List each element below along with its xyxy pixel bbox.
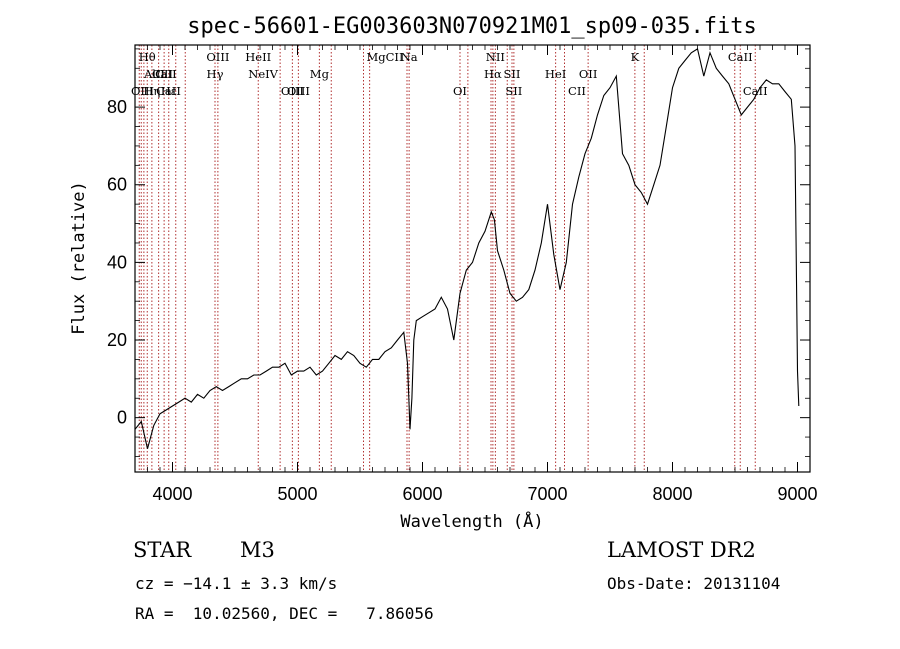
- line-label: Hη: [143, 84, 160, 98]
- x-tick-label: 8000: [652, 484, 692, 504]
- line-label-group: HθAlIIOIIIHηCaIIHεCaIICIIOIIIHγHeIINeIVO…: [131, 50, 768, 98]
- line-label: NeIV: [248, 67, 278, 81]
- x-tick-label: 5000: [277, 484, 317, 504]
- coordinates: RA = 10.02560, DEC = 7.86056: [135, 604, 434, 623]
- x-tick-label: 4000: [152, 484, 192, 504]
- survey-label: LAMOST DR2: [607, 538, 756, 562]
- line-label: Na: [401, 50, 418, 64]
- chart-title: spec-56601-EG003603N070921M01_sp09-035.f…: [187, 14, 757, 39]
- observation-date: Obs-Date: 20131104: [607, 574, 781, 593]
- line-label: OIII: [281, 84, 304, 98]
- line-label: HeI: [545, 67, 566, 81]
- plot-frame: [134, 44, 811, 473]
- line-label: CII: [155, 67, 173, 81]
- x-tick-label: 6000: [402, 484, 442, 504]
- y-tick-label: 0: [117, 408, 127, 428]
- y-tick-label: 80: [107, 97, 127, 117]
- x-tick-label: 9000: [777, 484, 817, 504]
- line-label: OI: [453, 84, 467, 98]
- line-label: CaII: [152, 67, 177, 81]
- y-axis-label: Flux (relative): [69, 181, 89, 335]
- line-label: OII: [579, 67, 598, 81]
- y-tick-label: 60: [107, 175, 127, 195]
- line-label: CII: [568, 84, 586, 98]
- line-label: AlII: [143, 67, 165, 81]
- line-label: K: [631, 50, 640, 64]
- line-label: Mg: [310, 67, 330, 81]
- line-label: OIII: [206, 50, 229, 64]
- object-class-label: STAR: [133, 538, 192, 562]
- x-axis-ticks: 4000 5000 6000 7000 8000 9000: [147, 45, 818, 504]
- line-label: CaII: [156, 84, 181, 98]
- line-label: CaII: [743, 84, 768, 98]
- line-label: Hα: [484, 67, 502, 81]
- line-label: Hγ: [207, 67, 224, 81]
- redshift-velocity: cz = −14.1 ± 3.3 km/s: [135, 574, 338, 593]
- line-label: MgCII: [366, 50, 403, 64]
- line-label: SII: [505, 84, 522, 98]
- line-marker-group: [138, 45, 756, 472]
- line-label: OIII: [287, 84, 310, 98]
- line-label: NII: [486, 50, 505, 64]
- line-label: SII: [504, 67, 521, 81]
- y-tick-label: 40: [107, 252, 127, 272]
- y-axis-ticks: 0 20 40 60 80: [107, 48, 810, 457]
- spectrum-series-line: [134, 48, 800, 449]
- line-label: HeII: [245, 50, 271, 64]
- x-tick-label: 7000: [527, 484, 567, 504]
- line-label: CaII: [728, 50, 753, 64]
- line-label: Hε: [161, 84, 177, 98]
- y-tick-label: 20: [107, 330, 127, 350]
- line-label: Hθ: [139, 50, 156, 64]
- x-axis-label: Wavelength (Å): [400, 510, 543, 532]
- object-subclass-label: M3: [240, 538, 275, 562]
